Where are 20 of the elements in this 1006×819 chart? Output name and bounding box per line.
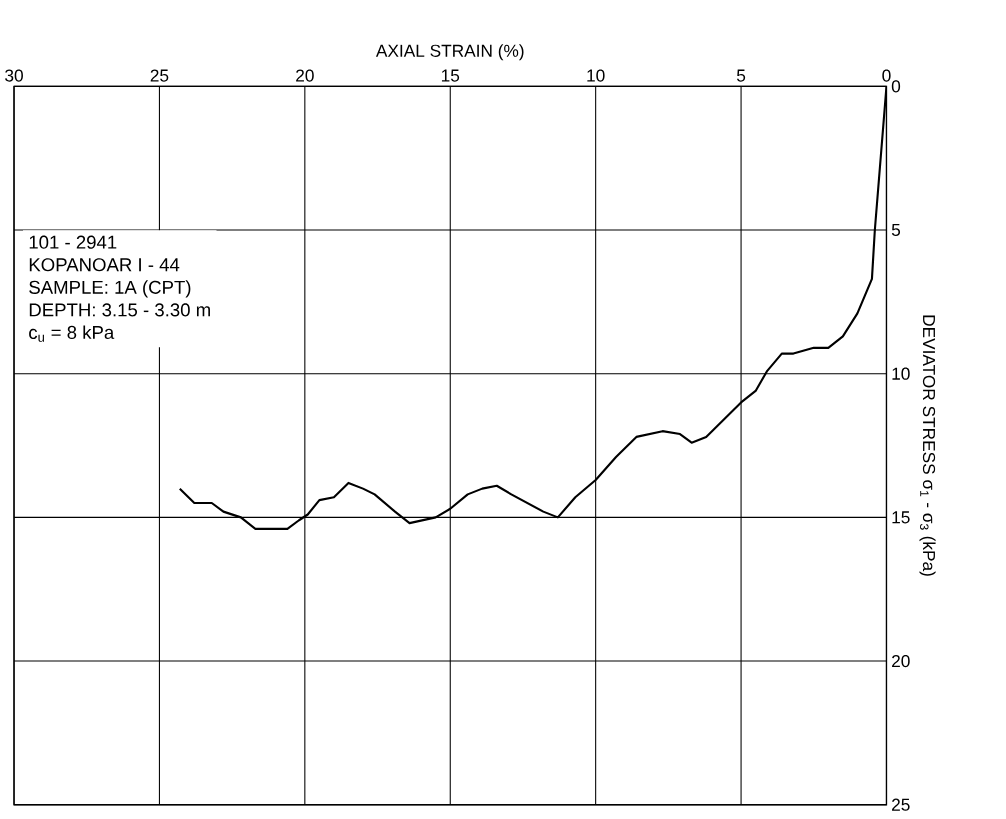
y-tick-label: 10 — [892, 367, 910, 380]
x-axis-title: AXIAL STRAIN (%) — [375, 44, 524, 61]
x-tick-label: 20 — [296, 69, 314, 82]
y-tick-label: 15 — [892, 511, 910, 524]
annotation: KOPANOAR I - 44 — [29, 258, 180, 272]
x-tick-label: 10 — [587, 69, 605, 82]
x-tick-label: 5 — [736, 69, 746, 82]
y-tick-label: 0 — [891, 80, 901, 93]
x-tick-label: 25 — [150, 69, 169, 82]
y-tick-label: 20 — [892, 655, 910, 668]
y-tick-label: 5 — [891, 224, 901, 237]
annotation: c$_{u}$ = 8 kPa — [29, 325, 115, 343]
annotation: DEPTH: 3.15 - 3.30 m — [29, 303, 210, 317]
x-tick-label: 15 — [441, 69, 460, 82]
x-tick-label: 30 — [5, 69, 23, 82]
x-tick-label: 0 — [882, 69, 891, 82]
annotation: SAMPLE: 1A (CPT) — [29, 280, 191, 298]
annotation: 101 - 2941 — [29, 235, 117, 249]
y-axis-title: DEVIATOR STRESS σ$_{1}$ - σ$_{3}$ (kPa) — [919, 315, 936, 577]
y-tick-label: 25 — [892, 798, 910, 811]
